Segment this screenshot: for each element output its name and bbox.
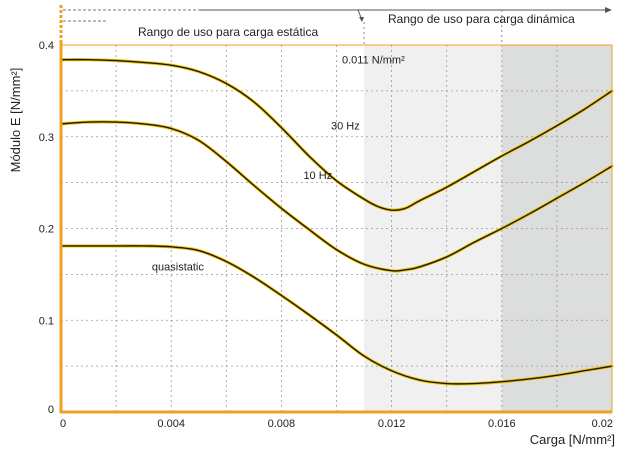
y-tick-label: 0 [48, 404, 54, 416]
x-tick-label: 0 [60, 418, 66, 430]
x-tick-label: 0.012 [378, 418, 406, 430]
range-label-static: Rango de uso para carga estática [138, 25, 318, 39]
series-30-hz-line [60, 58, 613, 211]
y-tick-label: 0.4 [39, 40, 54, 52]
dynamic-range-arrow-head [605, 7, 612, 13]
tick-labels: 0 0.004 0.008 0.012 0.016 0.02 0 0.1 0.2 0.3 0.4 [39, 40, 613, 430]
usage-range-indicators [63, 7, 612, 45]
axes [59, 5, 613, 414]
grid-lines [61, 45, 612, 412]
series-label-quasistatic: quasistatic [152, 262, 204, 274]
x-tick-label: 0.004 [157, 418, 185, 430]
static-range-arrow-head [359, 17, 364, 22]
series-quasistatic-line [60, 245, 613, 385]
x-tick-label: 0.016 [488, 418, 516, 430]
y-tick-label: 0.1 [39, 315, 54, 327]
series-lines [59, 58, 614, 386]
y-tick-label: 0.2 [39, 224, 54, 236]
series-10-hz-line [60, 121, 613, 272]
x-tick-label: 0.008 [268, 418, 296, 430]
series-label-10-hz: 10 Hz [303, 170, 332, 182]
series-labels: 30 Hz 10 Hz quasistatic 0.011 N/mm² [152, 54, 405, 273]
annotation-0: 0.011 N/mm² [342, 54, 405, 66]
x-axis-title: Carga [N/mm²] [530, 432, 615, 447]
y-axis-title: Módulo E [N/mm²] [8, 68, 23, 173]
y-tick-label: 0.3 [39, 132, 54, 144]
range-label-dynamic: Rango de uso para carga dinámica [388, 12, 575, 26]
x-tick-label: 0.02 [592, 418, 613, 430]
series-label-30-hz: 30 Hz [331, 120, 360, 132]
